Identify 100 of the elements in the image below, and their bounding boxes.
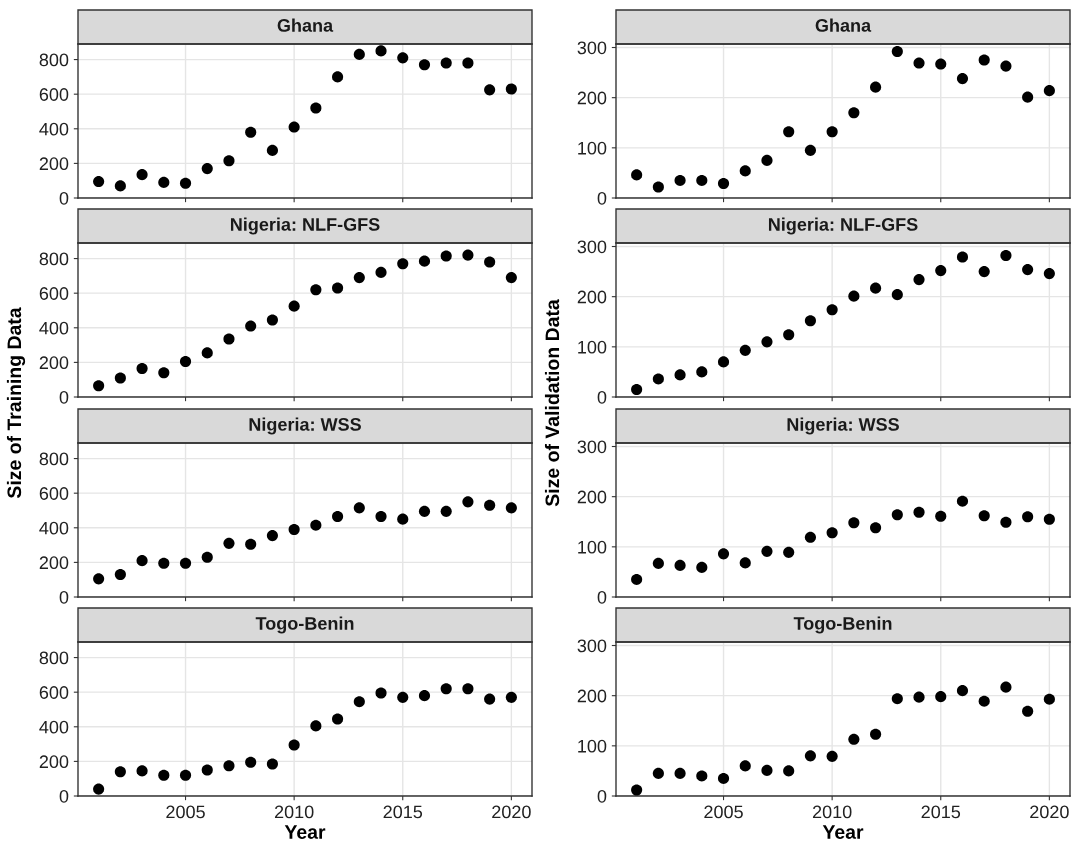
point	[631, 573, 643, 585]
point	[826, 527, 838, 539]
point	[891, 45, 903, 58]
point	[288, 523, 300, 536]
point	[505, 502, 517, 514]
point	[158, 176, 170, 188]
point	[935, 691, 947, 703]
point	[891, 509, 903, 521]
point	[462, 249, 474, 261]
point	[375, 45, 387, 57]
point	[826, 304, 838, 316]
point	[114, 766, 126, 778]
y-tick-label: 0	[597, 390, 607, 404]
point	[245, 538, 257, 550]
point	[179, 769, 192, 781]
point	[223, 155, 235, 167]
point	[913, 57, 925, 69]
y-tick-label: 100	[578, 739, 607, 753]
point	[266, 530, 278, 542]
point	[804, 750, 816, 762]
point	[484, 693, 496, 705]
point	[870, 81, 882, 93]
point	[783, 546, 795, 558]
point	[158, 557, 170, 569]
y-tick-label: 300	[577, 41, 607, 55]
point	[652, 557, 664, 569]
point	[484, 499, 496, 511]
y-tick-label: 600	[39, 88, 69, 101]
point	[397, 258, 409, 270]
y-tick-label: 0	[597, 590, 607, 604]
point	[848, 733, 860, 745]
point	[717, 548, 730, 560]
point	[1022, 264, 1034, 276]
point	[935, 510, 947, 522]
point	[397, 52, 409, 64]
point	[353, 696, 365, 708]
point	[913, 691, 925, 703]
point	[484, 256, 496, 268]
point	[739, 165, 751, 177]
point	[956, 251, 969, 263]
point	[913, 506, 925, 518]
point	[631, 784, 643, 796]
point	[353, 48, 365, 60]
y-tick-label: 800	[39, 53, 69, 67]
point	[136, 362, 148, 375]
y-tick-label: 300	[577, 639, 607, 653]
point	[652, 373, 664, 385]
y-tick-label: 100	[578, 540, 607, 554]
point	[288, 300, 300, 312]
point	[201, 551, 213, 563]
point	[332, 71, 344, 83]
point	[505, 83, 517, 95]
point	[783, 126, 795, 138]
y-tick-label: 200	[39, 755, 69, 769]
point	[696, 366, 708, 378]
point	[179, 355, 192, 368]
y-tick-label: 300	[577, 240, 607, 254]
point	[418, 690, 431, 702]
y-tick-label: 800	[39, 452, 69, 466]
point	[332, 510, 344, 523]
point	[114, 568, 126, 581]
point	[652, 767, 664, 779]
point	[114, 180, 126, 192]
point	[956, 685, 969, 697]
point	[696, 770, 708, 782]
point	[332, 713, 344, 725]
point	[505, 272, 517, 284]
point	[739, 760, 751, 772]
point	[783, 765, 795, 777]
point	[891, 289, 903, 301]
point	[804, 531, 816, 543]
y-tick-label: 400	[39, 521, 69, 535]
point	[1043, 268, 1055, 280]
x-tick-label: 2020	[1030, 805, 1069, 819]
y-tick-label: 0	[597, 191, 607, 205]
y-tick-label: 300	[577, 440, 607, 454]
y-tick-label: 0	[59, 191, 69, 205]
point	[935, 58, 947, 70]
y-tick-label: 400	[39, 321, 69, 335]
point	[870, 282, 882, 294]
point	[310, 720, 322, 732]
point	[783, 329, 795, 341]
point	[375, 510, 387, 523]
point	[717, 356, 730, 368]
point	[375, 687, 387, 699]
point	[652, 181, 664, 193]
y-tick-label: 400	[39, 720, 69, 734]
y-tick-label: 200	[577, 290, 607, 304]
point	[717, 177, 730, 190]
point	[761, 545, 773, 557]
point	[158, 367, 170, 379]
point	[245, 756, 257, 768]
y-tick-label: 600	[39, 287, 69, 300]
y-tick-label: 100	[578, 340, 607, 354]
point	[484, 84, 496, 96]
chart-title: Nigeria: NLF-GFS	[768, 217, 918, 235]
point	[310, 519, 322, 531]
y-tick-label: 200	[39, 356, 69, 370]
point	[266, 144, 278, 156]
point	[223, 537, 235, 549]
